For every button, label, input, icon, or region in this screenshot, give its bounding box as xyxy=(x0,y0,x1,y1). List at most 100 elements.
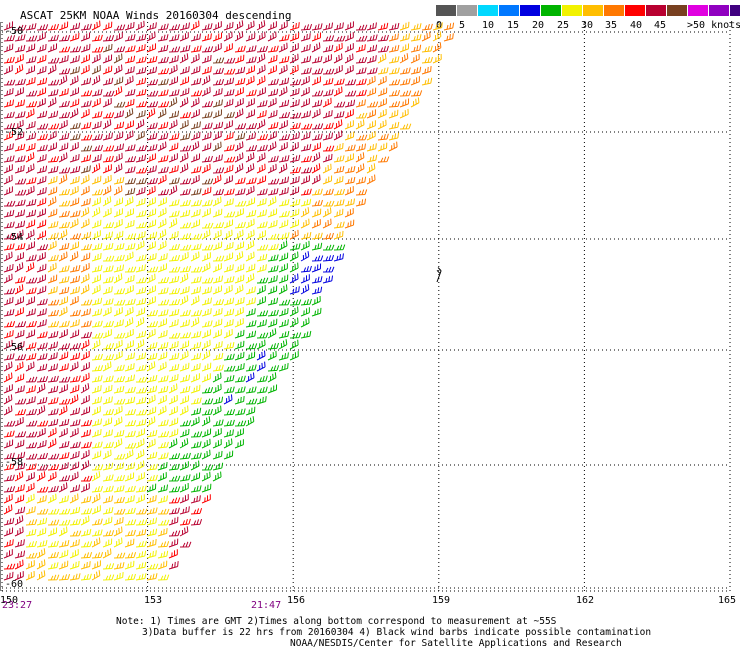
wind-barb-shape xyxy=(113,163,123,174)
wind-barb xyxy=(432,31,442,42)
wind-barb-shape xyxy=(212,364,224,372)
wind-barb-shape xyxy=(300,265,312,273)
wind-barb-shape xyxy=(212,341,223,350)
wind-barb-shape xyxy=(179,438,189,449)
wind-barb xyxy=(388,101,401,108)
wind-barb-shape xyxy=(190,174,200,185)
wind-barb xyxy=(201,308,212,317)
wind-barb-shape xyxy=(102,132,113,141)
wind-barb xyxy=(3,99,15,108)
wind-barb xyxy=(179,309,191,317)
wind-barb xyxy=(69,309,81,317)
wind-barb xyxy=(25,376,38,383)
wind-barb-shape xyxy=(102,354,115,361)
wind-barb xyxy=(124,573,136,581)
wind-barb-shape xyxy=(36,452,48,460)
wind-barb-shape xyxy=(91,493,101,504)
wind-barb-shape xyxy=(113,350,123,361)
wind-barb-shape xyxy=(201,408,213,416)
wind-barb xyxy=(201,286,213,295)
wind-barb xyxy=(300,207,310,218)
wind-barb-shape xyxy=(344,120,354,130)
wind-barb-shape xyxy=(190,452,202,460)
wind-barb xyxy=(102,354,115,361)
wind-barb xyxy=(212,308,223,317)
wind-barb xyxy=(25,320,37,328)
wind-barb-shape xyxy=(14,431,27,438)
wind-barb-shape xyxy=(212,299,225,306)
wind-barb-shape xyxy=(234,163,244,174)
wind-barb xyxy=(14,296,24,306)
wind-barb-shape xyxy=(157,287,169,295)
wind-barb xyxy=(47,562,59,570)
wind-barb xyxy=(179,362,190,372)
wind-barbs xyxy=(3,20,455,581)
wind-barb-shape xyxy=(179,199,191,207)
wind-barb xyxy=(190,33,201,42)
lon-label: 165 xyxy=(718,595,737,606)
wind-barb xyxy=(58,376,71,383)
wind-barb xyxy=(212,67,224,75)
wind-barb-shape xyxy=(179,350,189,361)
wind-barb xyxy=(289,317,299,328)
wind-barb xyxy=(25,198,37,207)
wind-barb-shape xyxy=(212,208,223,218)
wind-barb xyxy=(278,187,289,196)
wind-barb-shape xyxy=(157,519,170,526)
wind-barb xyxy=(58,329,68,339)
wind-barb-shape xyxy=(278,252,289,262)
wind-barb xyxy=(47,418,59,427)
wind-barb-shape xyxy=(135,307,146,317)
wind-barb xyxy=(25,209,37,218)
wind-barb xyxy=(113,405,123,416)
wind-barb xyxy=(113,332,126,339)
wind-barb-shape xyxy=(25,560,35,570)
wind-barb xyxy=(14,526,24,537)
wind-barb-shape xyxy=(201,428,212,438)
wind-barb xyxy=(333,175,344,185)
wind-barb-shape xyxy=(3,549,13,559)
wind-barb-shape xyxy=(212,222,225,229)
wind-barb xyxy=(300,123,313,130)
wind-barb xyxy=(289,208,300,218)
wind-barb xyxy=(80,573,92,581)
wind-barb-shape xyxy=(190,219,201,229)
wind-barb xyxy=(278,77,290,86)
wind-barb-shape xyxy=(168,332,181,339)
wind-barb-shape xyxy=(113,254,125,262)
wind-barb xyxy=(212,275,224,284)
lon-label: 159 xyxy=(432,595,451,606)
wind-barb-shape xyxy=(135,240,145,251)
wind-barb xyxy=(267,178,280,185)
wind-barb xyxy=(267,155,279,163)
wind-barb-shape xyxy=(69,329,80,339)
wind-barb xyxy=(223,375,235,383)
wind-barb xyxy=(377,87,388,97)
wind-barb-shape xyxy=(278,99,290,108)
wind-barb-shape xyxy=(102,384,113,394)
wind-barb-shape xyxy=(36,65,47,75)
wind-barb xyxy=(377,119,387,130)
wind-barb xyxy=(146,495,157,504)
wind-barb-shape xyxy=(355,112,368,119)
wind-barb-shape xyxy=(146,253,157,262)
legend-label: 30 xyxy=(581,20,594,31)
wind-barb xyxy=(190,295,200,306)
wind-barb-shape xyxy=(300,143,312,152)
wind-barb xyxy=(179,518,191,526)
wind-barb xyxy=(256,319,267,328)
wind-barb-shape xyxy=(267,196,277,207)
wind-barb xyxy=(179,244,192,251)
wind-barb xyxy=(201,142,212,152)
wind-barb-shape xyxy=(14,571,24,581)
wind-barb xyxy=(135,101,148,108)
wind-barb xyxy=(102,286,113,295)
wind-barb xyxy=(58,306,68,317)
wind-barb xyxy=(80,231,92,240)
legend-swatch xyxy=(541,5,562,16)
wind-barb-shape xyxy=(234,420,247,427)
wind-barb xyxy=(256,396,267,405)
wind-barb xyxy=(190,363,201,372)
wind-barb-shape xyxy=(58,351,69,361)
wind-barb-shape xyxy=(256,175,267,185)
